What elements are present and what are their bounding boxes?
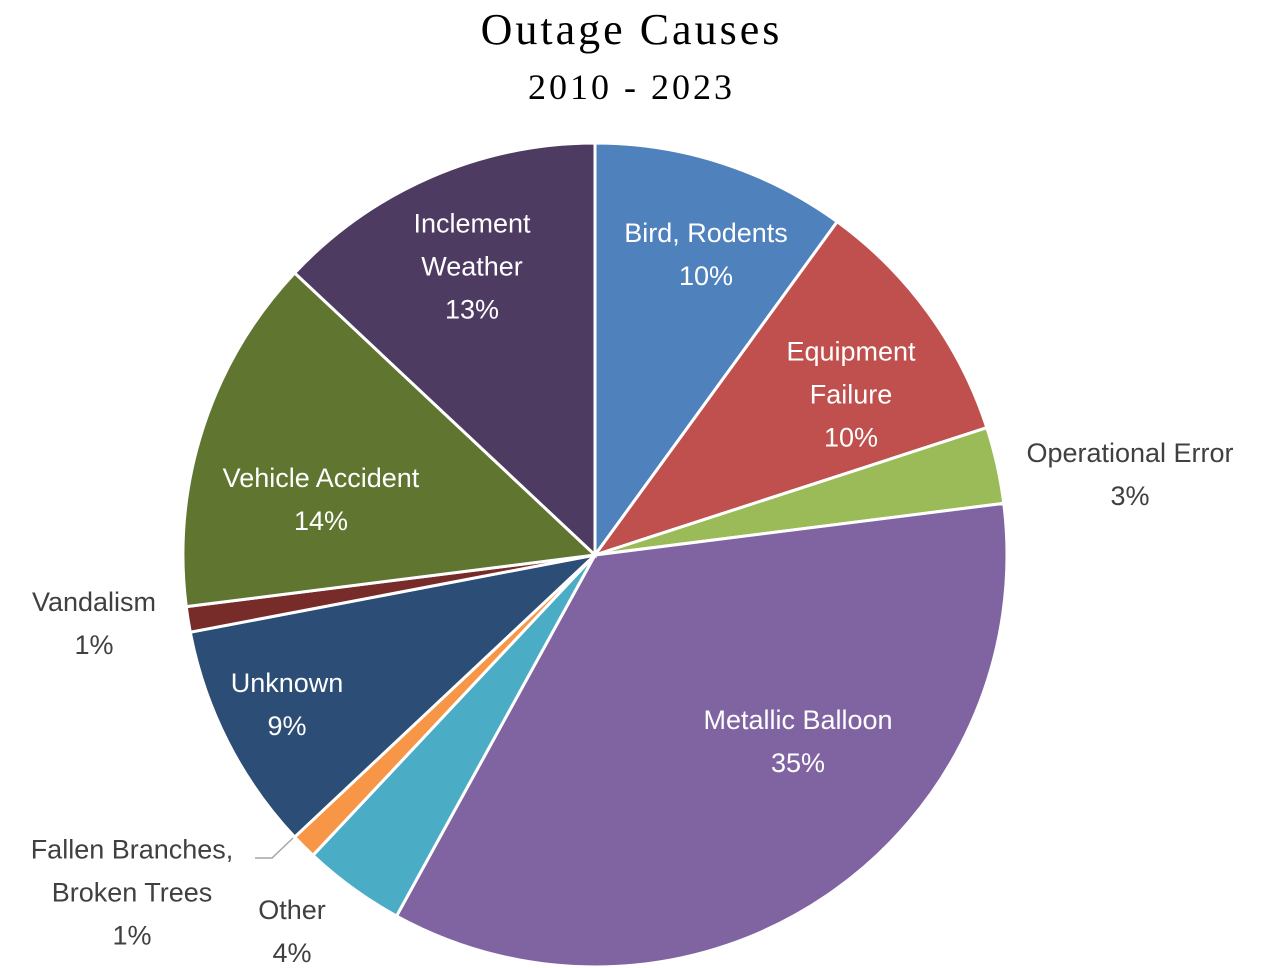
- value-label: 10%: [823, 422, 879, 453]
- slice-label: Vandalism 1%: [9, 581, 179, 667]
- slice-label: Fallen Branches, Broken Trees 1%: [7, 829, 257, 958]
- value-label: 35%: [770, 748, 826, 778]
- pie-slice: [593, 141, 840, 560]
- slice-label: Inclement Weather 13%: [392, 203, 552, 332]
- leader-line: [255, 837, 294, 859]
- category-label: Metallic Balloon: [703, 705, 893, 735]
- value-label: 1%: [74, 630, 114, 660]
- value-label: 3%: [1110, 481, 1150, 511]
- pie-slice: [181, 270, 599, 609]
- pie-slice: [188, 552, 600, 840]
- chart-subtitle: 2010 - 2023: [528, 67, 735, 107]
- slice-label: Vehicle Accident 14%: [191, 457, 451, 543]
- slice-label: Other 4%: [232, 889, 352, 968]
- pie-slice: [394, 501, 1009, 968]
- category-label: Other: [258, 895, 326, 925]
- category-label: Vehicle Accident: [222, 463, 420, 493]
- category-label: Bird, Rodents: [624, 218, 788, 248]
- value-label: 1%: [112, 920, 152, 951]
- value-label: 13%: [444, 294, 500, 325]
- slice-label: Unknown 9%: [197, 662, 377, 748]
- category-label: Operational Error: [1026, 438, 1234, 468]
- pie-slice: [591, 219, 989, 558]
- slice-label: Equipment Failure 10%: [766, 331, 936, 460]
- slice-label: Metallic Balloon 35%: [658, 699, 938, 785]
- category-label: Inclement Weather: [413, 208, 531, 282]
- category-label: Unknown: [230, 668, 344, 698]
- slice-label: Bird, Rodents 10%: [576, 212, 836, 298]
- pie-slice: [292, 141, 597, 559]
- category-label: Vandalism: [31, 587, 157, 617]
- value-label: 9%: [267, 711, 307, 741]
- value-label: 10%: [678, 261, 734, 291]
- category-label: Equipment Failure: [786, 336, 916, 410]
- category-label: Fallen Branches, Broken Trees: [30, 834, 234, 908]
- value-label: 4%: [272, 938, 312, 968]
- value-label: 14%: [293, 506, 349, 536]
- slice-label: Operational Error 3%: [1000, 432, 1260, 518]
- chart-title: Outage Causes: [480, 5, 783, 54]
